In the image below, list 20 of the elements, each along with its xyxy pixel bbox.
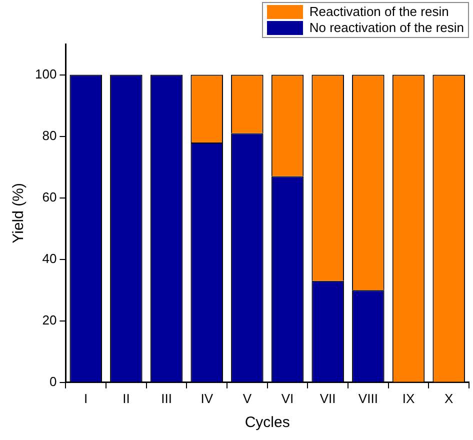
x-tick-label: VII [320,390,336,406]
x-tick-label: VI [281,390,294,406]
y-tick-label: 80 [42,128,57,143]
y-tick-label: 100 [34,66,57,82]
y-axis-title: Yield (%) [10,183,28,244]
y-tick-label: 20 [42,312,57,328]
x-tick-label: V [242,390,252,406]
legend-label: No reactivation of the resin [309,20,464,36]
x-axis-title: Cycles [244,414,290,432]
x-tick-label: VIII [358,390,378,406]
y-tick-label: 60 [42,189,57,204]
x-tick-label: II [122,390,130,406]
legend-label: Reactivation of the resin [309,4,449,20]
y-tick-label: 0 [49,374,57,389]
x-tick-label: IX [402,390,415,406]
x-tick-label: III [161,390,172,406]
y-tick-label: 40 [42,250,57,266]
x-tick-label: I [84,390,88,406]
x-tick-label: IV [200,390,214,406]
x-tick-label: X [444,390,454,406]
